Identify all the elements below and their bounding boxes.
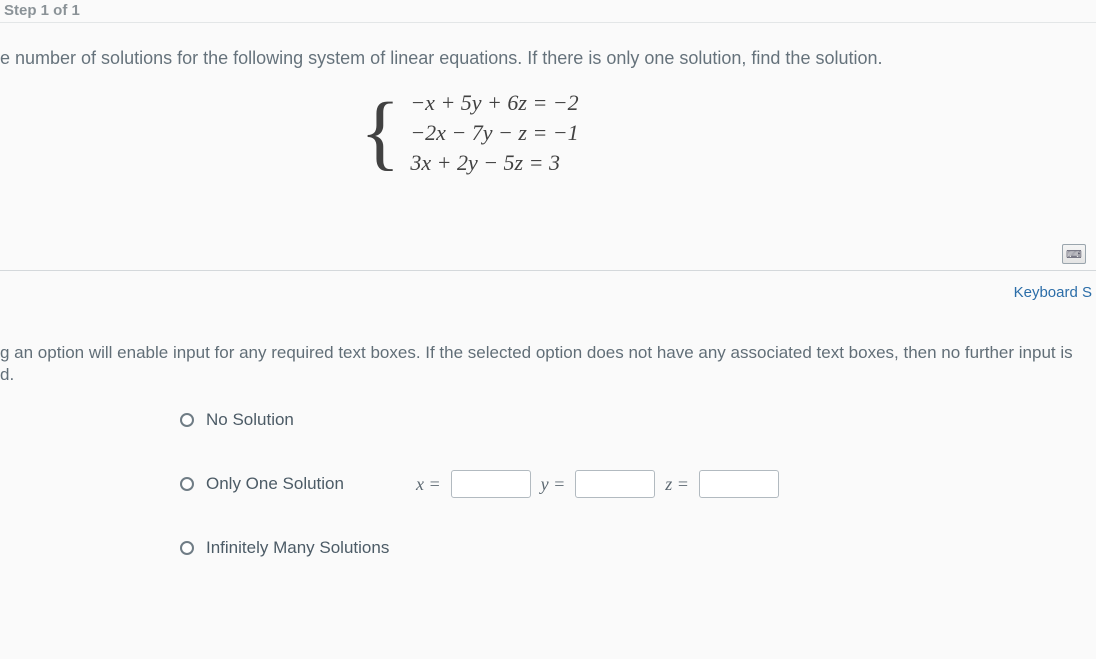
keyboard-shortcuts-link[interactable]: Keyboard S <box>1014 284 1092 301</box>
equation-line-1: −x + 5y + 6z = −2 <box>410 88 578 118</box>
keyboard-icon[interactable] <box>1062 244 1086 264</box>
option-one-solution-label: Only One Solution <box>206 474 376 494</box>
x-equals-label: x = <box>416 474 441 495</box>
radio-infinite-solutions[interactable] <box>180 541 194 555</box>
header-divider <box>0 22 1096 23</box>
instruction-line-1: g an option will enable input for any re… <box>0 343 1073 362</box>
radio-one-solution[interactable] <box>180 477 194 491</box>
option-no-solution-label: No Solution <box>206 410 376 430</box>
one-solution-inputs: x = y = z = <box>416 470 779 498</box>
equation-line-2: −2x − 7y − z = −1 <box>410 118 578 148</box>
x-input[interactable] <box>451 470 531 498</box>
left-brace-icon: { <box>360 91 400 175</box>
equation-system: { −x + 5y + 6z = −2 −2x − 7y − z = −1 3x… <box>360 88 579 178</box>
question-page: Step 1 of 1 e number of solutions for th… <box>0 0 1096 659</box>
option-infinite-solutions[interactable]: Infinitely Many Solutions <box>180 538 779 558</box>
section-divider <box>0 270 1096 271</box>
equation-column: −x + 5y + 6z = −2 −2x − 7y − z = −1 3x +… <box>410 88 578 178</box>
answer-instruction: g an option will enable input for any re… <box>0 342 1088 386</box>
equation-line-3: 3x + 2y − 5z = 3 <box>410 148 578 178</box>
instruction-line-2: d. <box>0 365 14 384</box>
y-equals-label: y = <box>541 474 566 495</box>
answer-options: No Solution Only One Solution x = y = z … <box>180 410 779 598</box>
question-prompt: e number of solutions for the following … <box>0 48 1076 69</box>
z-input[interactable] <box>699 470 779 498</box>
option-one-solution[interactable]: Only One Solution x = y = z = <box>180 470 779 498</box>
option-infinite-solutions-label: Infinitely Many Solutions <box>206 538 389 558</box>
option-no-solution[interactable]: No Solution <box>180 410 779 430</box>
z-equals-label: z = <box>665 474 689 495</box>
y-input[interactable] <box>575 470 655 498</box>
radio-no-solution[interactable] <box>180 413 194 427</box>
step-label: Step 1 of 1 <box>4 2 80 19</box>
